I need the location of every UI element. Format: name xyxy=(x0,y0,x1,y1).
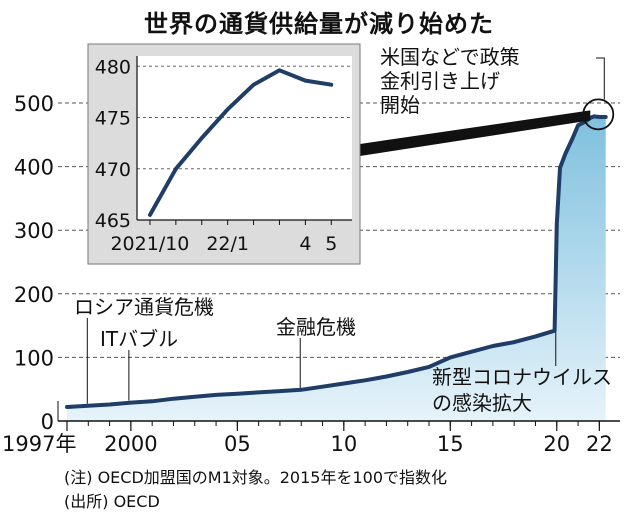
x-tick-label: 22 xyxy=(586,432,613,456)
y-tick-label: 500 xyxy=(14,92,54,116)
y-tick-label: 300 xyxy=(14,219,54,243)
x-tick-label: 15 xyxy=(437,432,464,456)
rate-hike-leader-line xyxy=(596,57,605,100)
annotation-russia: ロシア通貨危機 xyxy=(74,295,214,319)
main-axes xyxy=(57,401,620,431)
inset-y-tick-label: 470 xyxy=(95,159,131,181)
inset-series-line xyxy=(148,68,334,217)
annotation-covid: 新型コロナウイルスの感染拡大 xyxy=(432,365,612,415)
annotation-rate-hike-line: 開始 xyxy=(380,93,420,117)
footnote-note: (注) OECD加盟国のM1対象。2015年を100で指数化 xyxy=(64,468,448,487)
inset-x-tick-label: 4 xyxy=(299,233,311,255)
footnote-source: (出所) OECD xyxy=(64,492,160,511)
x-tick-label: 10 xyxy=(330,432,357,456)
inset-x-tick-label: 2021/10 xyxy=(110,233,189,255)
x-tick-label: 2000 xyxy=(104,432,157,456)
annotation-financial-crisis: 金融危機 xyxy=(276,315,356,339)
inset-plot-area xyxy=(137,56,352,220)
inset-y-tick-label: 475 xyxy=(95,108,131,130)
annotation-rate-hike-line: 金利引き上げ xyxy=(380,69,500,93)
zoom-connector-wedge xyxy=(360,110,591,156)
x-tick-label: 20 xyxy=(543,432,570,456)
y-tick-label: 0 xyxy=(41,410,54,434)
inset-y-tick-label: 480 xyxy=(95,56,131,78)
inset-x-tick-label: 5 xyxy=(325,233,337,255)
inset-y-tick-label: 465 xyxy=(95,210,131,232)
annotation-covid-line: 新型コロナウイルス xyxy=(432,365,612,389)
y-tick-label: 200 xyxy=(14,283,54,307)
footnotes: (注) OECD加盟国のM1対象。2015年を100で指数化 (出所) OECD xyxy=(64,466,447,514)
annotation-rate-hike-line: 米国などで政策 xyxy=(380,45,520,69)
m1-area-fill xyxy=(67,116,606,422)
x-tick-label: 05 xyxy=(224,432,251,456)
annotation-rate-hike: 米国などで政策金利引き上げ開始 xyxy=(380,45,520,117)
main-area-layer xyxy=(65,114,608,422)
annotation-it-bubble: ITバブル xyxy=(100,327,178,351)
chart-title: 世界の通貨供給量が減り始めた xyxy=(144,10,494,38)
inset-chart: 465 470 475 480 2021/10 22/1 4 5 xyxy=(87,43,361,265)
inset-x-tick-label: 22/1 xyxy=(206,233,249,255)
main-tick-labels: 0 100 200 300 400 500 1997年 2000 05 10 15 20 22 xyxy=(2,92,613,456)
x-tick-label: 1997年 xyxy=(2,432,76,456)
m1-series-line xyxy=(65,114,608,409)
y-tick-label: 400 xyxy=(14,156,54,180)
y-tick-label: 100 xyxy=(14,346,54,370)
annotation-covid-line: の感染拡大 xyxy=(432,391,532,415)
